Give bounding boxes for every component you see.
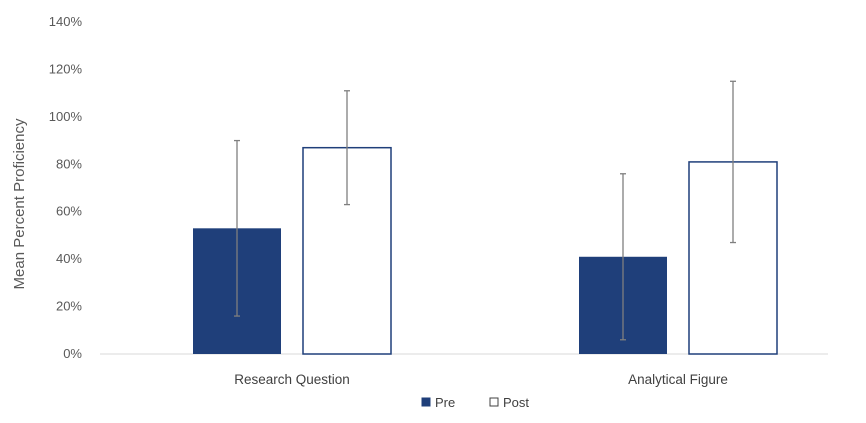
y-tick-label: 140% [49, 14, 83, 29]
y-tick-label: 120% [49, 61, 83, 76]
y-tick-label: 20% [56, 299, 82, 314]
x-category-label: Research Question [234, 372, 350, 387]
y-tick-label: 100% [49, 109, 83, 124]
y-tick-label: 40% [56, 251, 82, 266]
legend-swatch-pre [421, 397, 431, 407]
y-tick-label: 60% [56, 204, 82, 219]
y-axis-label: Mean Percent Proficiency [11, 118, 28, 289]
legend-label-pre: Pre [435, 395, 455, 410]
y-tick-label: 80% [56, 156, 82, 171]
error-bars [234, 80, 736, 341]
x-category-label: Analytical Figure [628, 372, 728, 387]
x-axis-categories: Research Question Analytical Figure [234, 372, 728, 387]
legend-label-post: Post [503, 395, 529, 410]
y-tick-label: 0% [63, 346, 82, 361]
legend-swatch-post [489, 397, 499, 407]
legend: Pre Post [421, 395, 529, 410]
bar-group [193, 146, 778, 355]
y-axis-ticks: 0% 20% 40% 60% 80% 100% 120% 140% [49, 14, 83, 361]
